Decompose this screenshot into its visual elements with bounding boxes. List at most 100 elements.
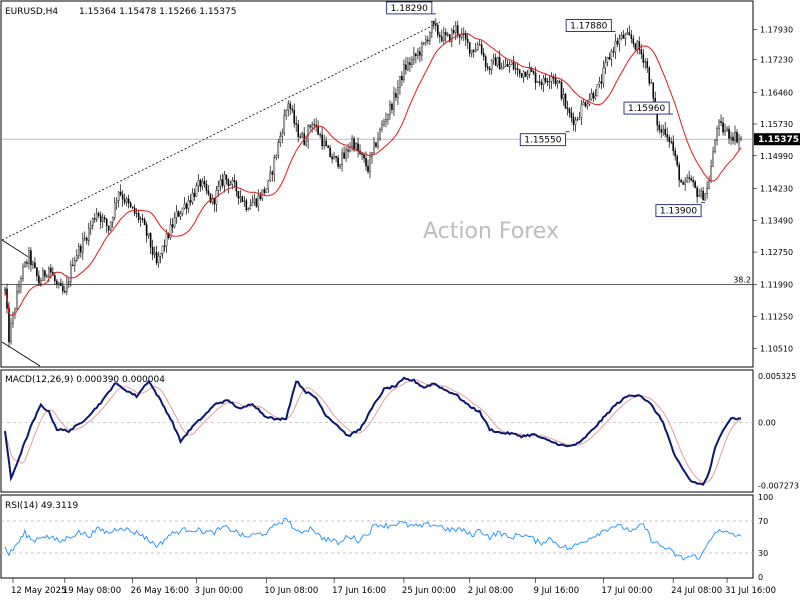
candle-body	[183, 203, 186, 209]
candle-body	[518, 69, 521, 74]
candle-body	[283, 115, 286, 134]
candle-body	[650, 82, 653, 84]
candle-body	[600, 81, 603, 84]
candle-body	[728, 128, 730, 139]
rsi-panel: RSI(14) 49.3119 100 70 30 0	[1, 493, 773, 582]
candle-body	[265, 188, 268, 193]
candle-body	[249, 205, 252, 210]
candle-body	[251, 202, 254, 206]
candle-body	[423, 42, 425, 44]
annotation-label: 1.15960	[628, 104, 665, 114]
candle-body	[403, 64, 405, 81]
candle-body	[443, 32, 445, 41]
price-panel-frame	[0, 0, 754, 368]
price-tick-label: 1.10510	[760, 344, 793, 353]
candle-body	[345, 149, 347, 159]
candle-body	[542, 77, 545, 85]
time-tick-label: 19 May 08:00	[63, 586, 121, 596]
candle-body	[522, 71, 525, 78]
candle-body	[8, 308, 10, 343]
candle-body	[101, 217, 104, 222]
candle-body	[672, 141, 674, 152]
candle-body	[450, 30, 453, 42]
candle-body	[498, 57, 501, 70]
candle-body	[560, 82, 563, 99]
candle-body	[508, 64, 511, 67]
candle-body	[391, 103, 393, 110]
candle-body	[644, 61, 647, 63]
candle-body	[570, 112, 573, 118]
candle-body	[367, 165, 369, 172]
candle-body	[125, 198, 128, 203]
candle-body	[289, 103, 292, 109]
price-tick-label: 1.11990	[760, 281, 793, 290]
candle-body	[225, 174, 228, 180]
time-tick-label: 12 May 2025	[11, 586, 66, 596]
annotation-label: 1.17880	[570, 22, 607, 32]
candle-body	[620, 34, 623, 40]
candle-body	[64, 291, 66, 293]
candle-body	[207, 190, 210, 194]
candle-body	[433, 21, 435, 25]
channel-upper-line	[1, 21, 441, 241]
candle-body	[425, 39, 427, 43]
candle-body	[594, 95, 597, 99]
candle-body	[319, 134, 321, 136]
candle-body	[566, 107, 569, 110]
candle-body	[145, 224, 148, 236]
candle-body	[397, 87, 399, 98]
candle-body	[520, 73, 523, 78]
price-tick-label: 1.11250	[760, 313, 793, 322]
candle-body	[311, 124, 313, 128]
candle-body	[171, 224, 174, 228]
macd-tick-label: -0.007273	[758, 481, 799, 490]
candle-body	[287, 103, 290, 111]
candle-body	[365, 158, 367, 167]
candle-body	[68, 281, 70, 284]
candle-body	[223, 174, 226, 186]
candle-body	[355, 143, 357, 150]
candle-body	[692, 179, 694, 183]
rsi-panel-frame	[0, 494, 754, 579]
candle-body	[582, 102, 585, 106]
candle-body	[117, 191, 120, 202]
candle-body	[189, 200, 192, 203]
candle-body	[229, 184, 232, 186]
candle-body	[313, 124, 315, 126]
candle-body	[209, 193, 212, 203]
candle-body	[528, 68, 531, 75]
candle-body	[377, 138, 379, 147]
candle-body	[478, 44, 481, 46]
candle-body	[337, 157, 339, 167]
candle-body	[127, 198, 130, 204]
candle-body	[111, 217, 114, 223]
candle-body	[548, 81, 551, 83]
candle-body	[135, 212, 138, 215]
candle-body	[141, 218, 144, 220]
candle-body	[253, 198, 256, 203]
candle-body	[24, 261, 26, 267]
candle-body	[363, 154, 365, 159]
time-tick-label: 2 Jul 08:00	[468, 586, 514, 596]
candle-body	[221, 179, 224, 186]
candle-body	[389, 103, 391, 115]
candle-body	[492, 57, 495, 61]
candle-body	[604, 62, 607, 69]
candle-body	[193, 192, 196, 197]
candle-body	[504, 64, 507, 67]
time-tick-label: 26 May 16:00	[131, 586, 189, 596]
candle-body	[698, 195, 700, 197]
candle-body	[708, 180, 710, 189]
candle-body	[530, 68, 533, 72]
candle-body	[269, 171, 272, 181]
candle-body	[281, 132, 284, 137]
candle-body	[323, 140, 325, 147]
candle-body	[642, 53, 645, 63]
candle-body	[592, 93, 595, 99]
candle-body	[279, 136, 282, 144]
candle-body	[576, 119, 579, 121]
candle-body	[401, 76, 403, 81]
candle-body	[375, 142, 377, 147]
macd-axis: 0.005325 0.00 -0.007273	[758, 372, 799, 490]
candle-body	[484, 56, 487, 68]
